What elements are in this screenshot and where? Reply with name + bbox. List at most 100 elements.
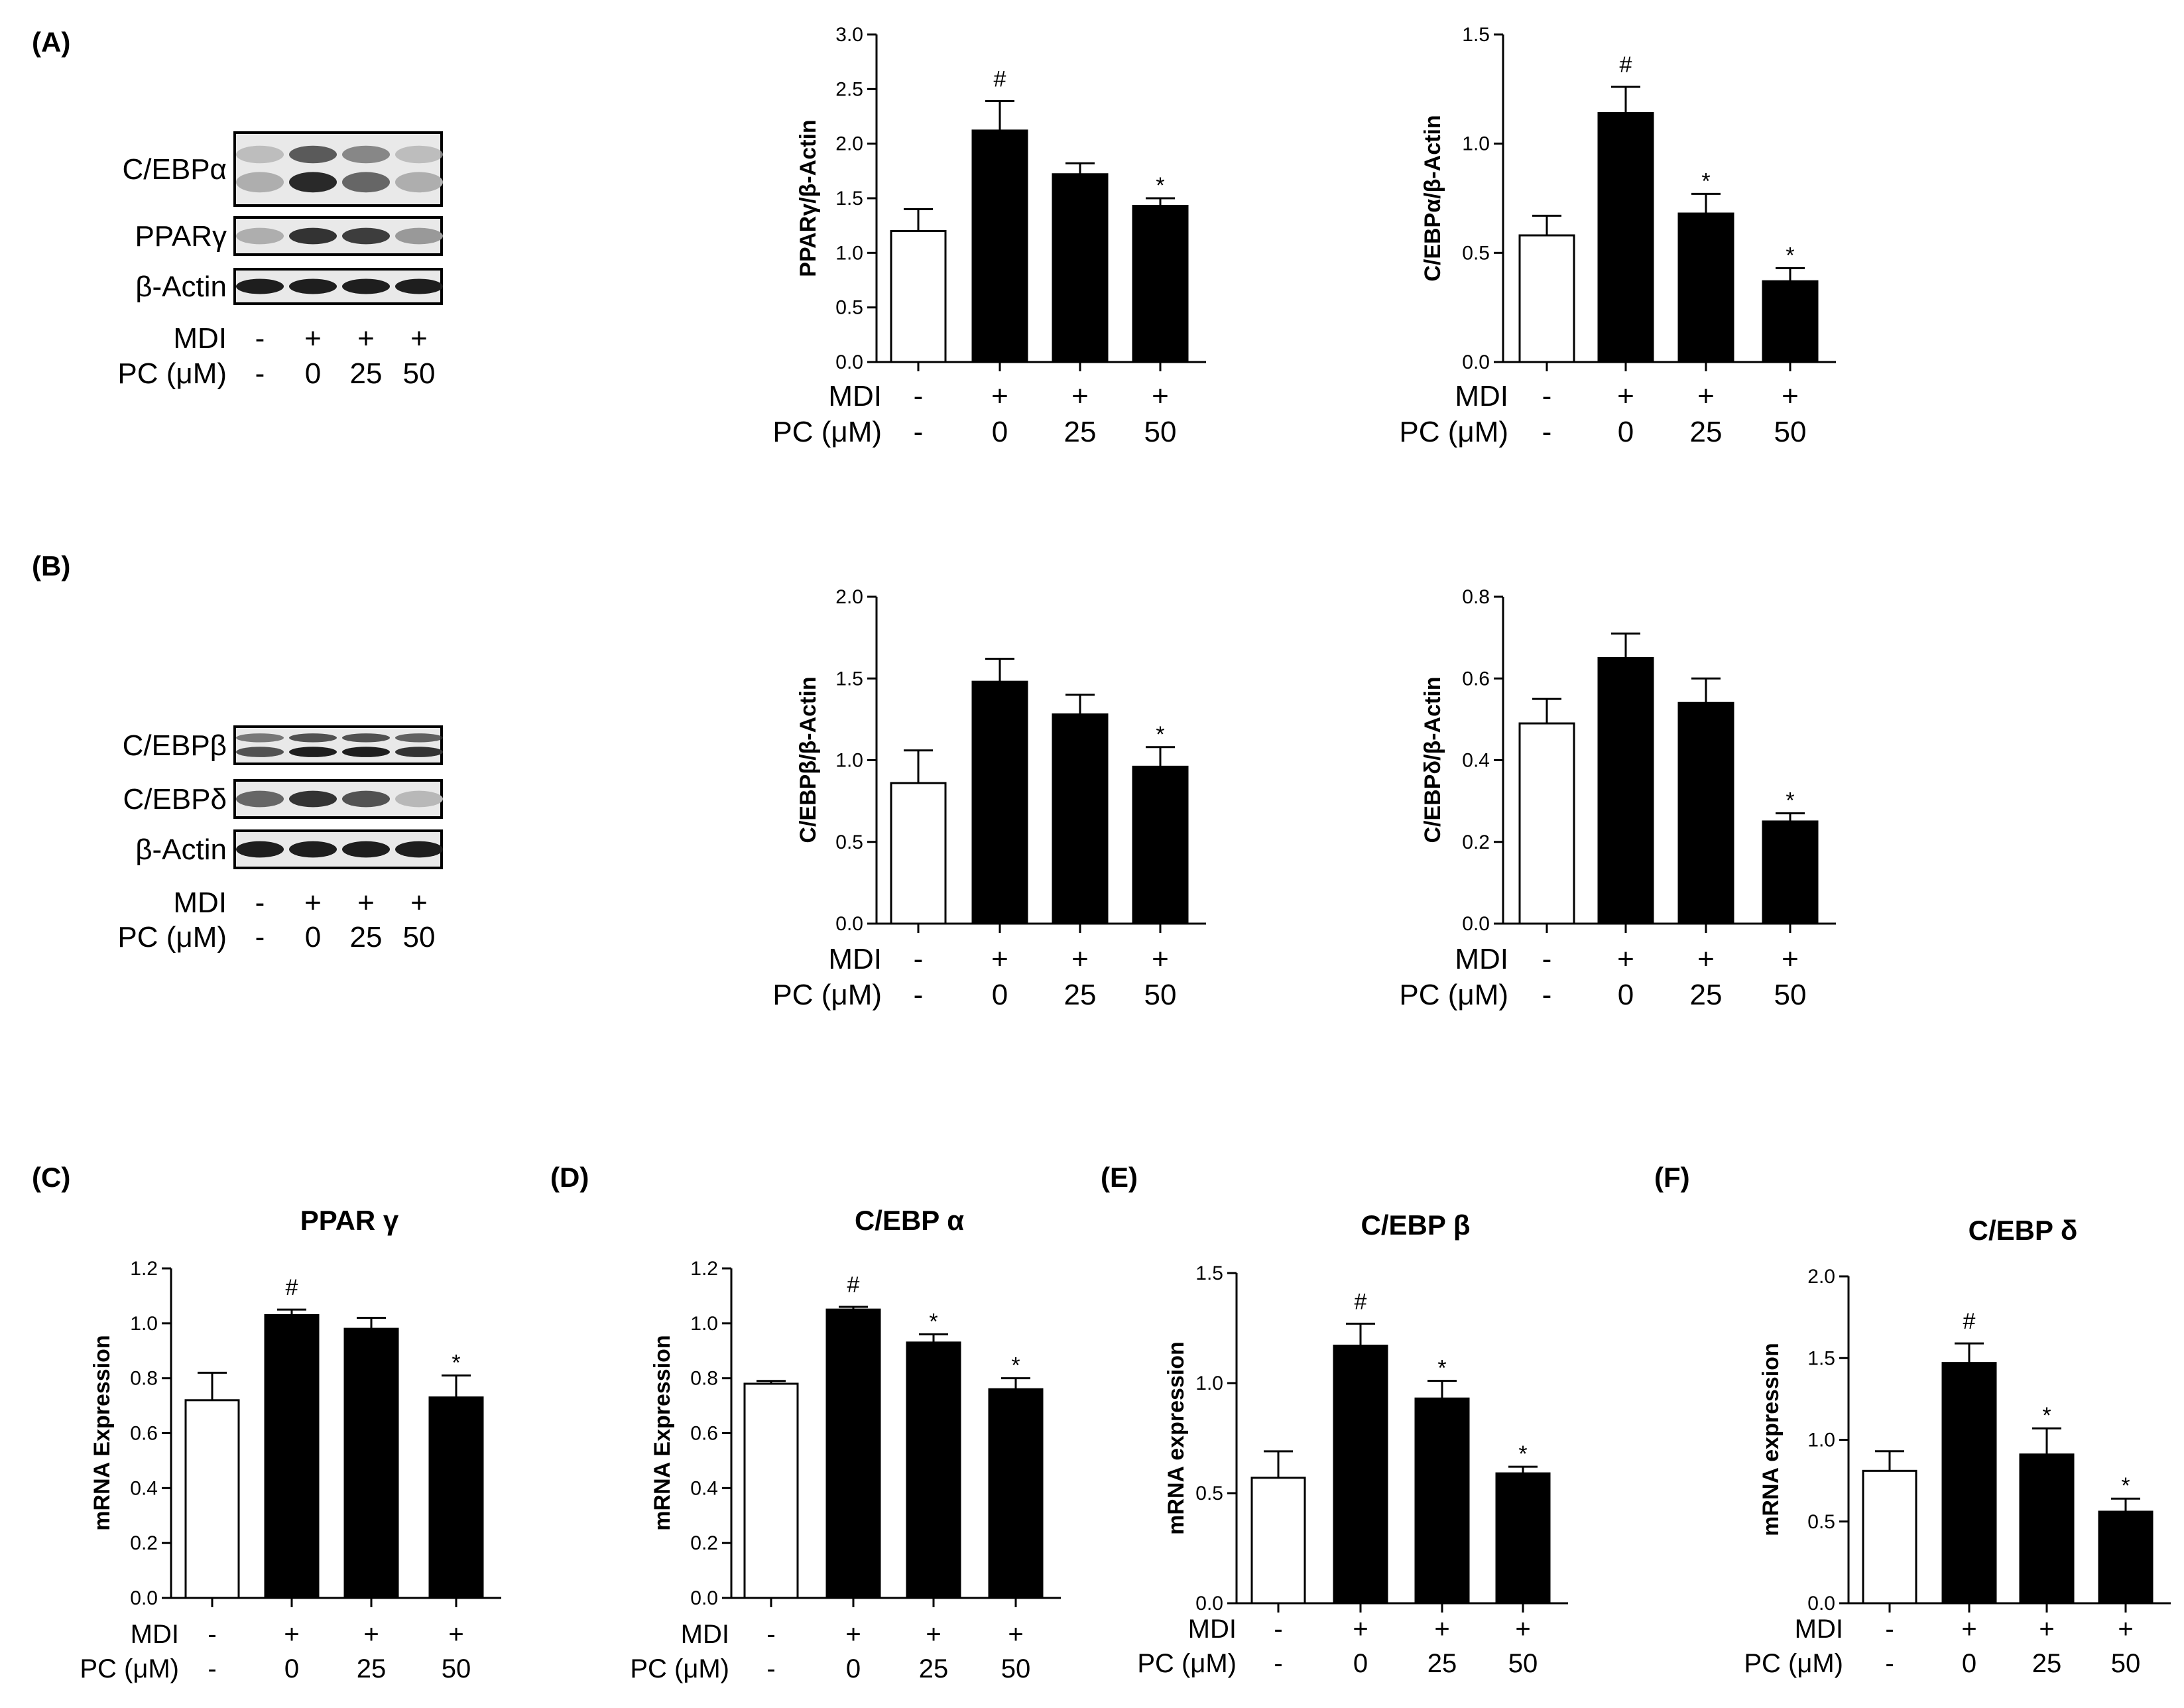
bar [428,1396,484,1599]
chart-cebp-alpha-mrna: 0.0 0.2 0.4 0.6 0.8 1.0 1.2 # * * mRNA Expression C… [630,1205,1061,1683]
blot-band [395,790,443,808]
pc-value: 25 [350,357,383,390]
blot-band [395,278,443,294]
mdi-value: - [255,322,265,355]
significance-star: * [1786,243,1794,268]
y-axis-label: mRNA Expression [650,1335,675,1530]
bar [1132,205,1189,363]
pc-value: 25 [357,1654,387,1683]
y-tick-label: 0.0 [130,1587,158,1609]
y-tick-label: 0.6 [130,1423,158,1445]
mdi-row-label: MDI [1188,1615,1237,1644]
chart-title: C/EBP β [1361,1209,1471,1241]
pc-value: - [766,1654,775,1683]
pc-value: - [255,357,265,390]
mdi-value: - [914,943,924,975]
pc-row-label: PC (μM) [1137,1649,1237,1678]
mdi-value: + [410,322,428,355]
bar [1132,765,1189,925]
significance-hash: # [994,66,1006,91]
y-tick-label: 0.2 [1462,831,1490,853]
mdi-value: + [2118,1615,2133,1644]
y-tick-label: 0.0 [1807,1593,1835,1615]
blot-band [289,841,337,858]
y-tick-label: 0.0 [835,351,863,373]
chart-cebp-beta-protein: 0.0 0.5 1.0 1.5 2.0 * C/EBPβ/β-Actin MDI PC (μM)… [772,586,1206,1011]
mdi-value: + [1008,1620,1023,1649]
chart-title: C/EBP δ [1969,1215,2078,1246]
pc-value: 0 [992,979,1008,1011]
mdi-value: - [1885,1615,1894,1644]
y-tick-label: 0.0 [835,913,863,935]
bar [1677,702,1734,925]
pc-row-label: PC (μM) [117,357,227,390]
panel-letter-a: (A) [32,27,70,58]
panel-letter-b: (B) [32,550,70,581]
chart-cebp-beta-mrna: 0.0 0.5 1.0 1.5 # * * mRNA expression C/EBP β MDI… [1137,1209,1568,1678]
y-tick-label: 1.0 [835,242,863,264]
pc-value: - [255,921,265,953]
bar [1941,1362,1997,1605]
panel-letter-c: (C) [32,1162,70,1193]
bar [1495,1472,1551,1605]
blot-band-label: C/EBPδ [123,783,227,816]
mdi-value: + [1515,1615,1530,1644]
pc-row-label: PC (μM) [1399,416,1508,448]
mdi-value: - [1542,943,1552,975]
y-axis-label: mRNA expression [1758,1343,1784,1536]
blot-band-label: β-Actin [135,833,227,866]
significance-star: * [2042,1403,2051,1428]
bar [1052,713,1109,925]
mdi-row-label: MDI [173,886,227,919]
bar [1597,112,1654,363]
mdi-row-label: MDI [828,943,882,975]
bar [1333,1345,1388,1605]
pc-value: 25 [1064,979,1097,1011]
bar [890,229,947,363]
y-tick-label: 0.4 [690,1477,718,1499]
y-tick-label: 0.5 [1195,1483,1223,1504]
pc-row-label: PC (μM) [80,1654,179,1683]
chart-cebp-delta-mrna: 0.0 0.5 1.0 1.5 2.0 # * * mRNA expression C/EBP δ… [1744,1215,2171,1678]
y-tick-label: 0.5 [835,831,863,853]
y-tick-label: 2.0 [835,133,863,155]
mdi-value: + [1434,1615,1449,1644]
blot-band [289,747,337,757]
mdi-row-label: MDI [131,1620,179,1649]
blot-band-label: C/EBPα [123,153,227,186]
blot-band [395,227,443,245]
blot-band [342,790,390,808]
blot-band [236,747,284,757]
pc-value: 0 [1353,1649,1368,1678]
pc-value: 50 [403,921,436,953]
pc-value: 0 [1962,1649,1976,1678]
mdi-value: + [1617,943,1634,975]
pc-value: - [1274,1649,1282,1678]
mdi-value: + [991,380,1008,412]
blot-band [289,278,337,294]
pc-value: - [208,1654,216,1683]
y-tick-label: 1.5 [1807,1347,1835,1369]
mdi-value: + [1071,943,1089,975]
y-tick-label: 0.0 [1462,913,1490,935]
pc-value: 0 [305,357,321,390]
pc-value: 50 [1144,416,1177,448]
blot-box [233,725,443,765]
bar [2098,1510,2154,1605]
bar [1518,722,1575,925]
blot-band [236,841,284,858]
mdi-value: + [1782,380,1799,412]
chart-cebp-delta-protein: 0.0 0.2 0.4 0.6 0.8 * C/EBPδ/β-Actin MDI PC (μM)… [1399,586,1836,1011]
significance-star: * [2121,1473,2130,1498]
significance-star: * [1156,722,1164,747]
mdi-value: + [284,1620,299,1649]
y-tick-label: 2.0 [835,586,863,608]
pc-value: 50 [1144,979,1177,1011]
y-tick-label: 0.0 [690,1587,718,1609]
pc-value: 0 [846,1654,861,1683]
y-tick-label: 1.5 [835,188,863,210]
panel-letter-f: (F) [1654,1162,1690,1193]
y-tick-label: 2.5 [835,78,863,100]
bar [184,1399,240,1599]
